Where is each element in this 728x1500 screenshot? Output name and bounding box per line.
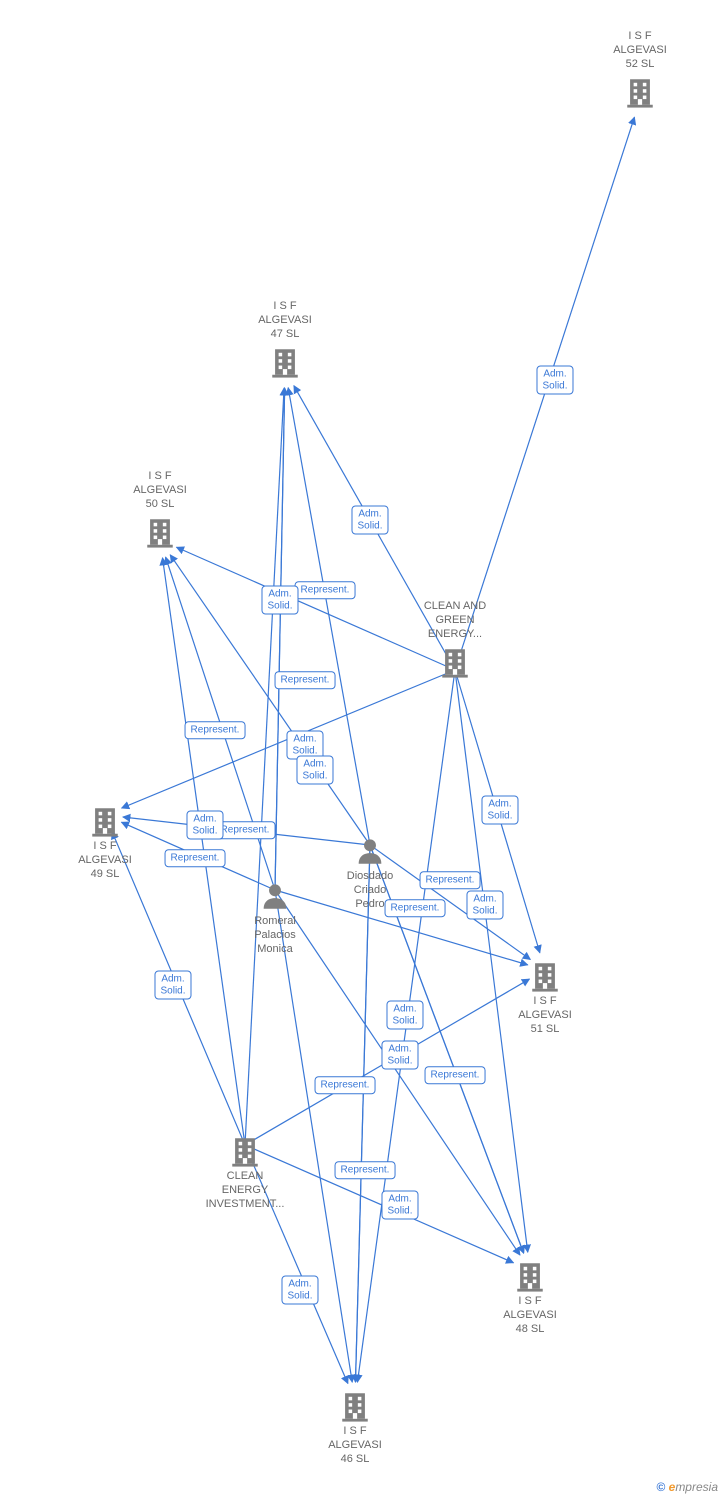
node-isf50[interactable]: I S F ALGEVASI50 SL [105, 470, 215, 549]
node-cgreen[interactable]: CLEAN AND GREENENERGY... [400, 600, 510, 679]
building-icon [528, 959, 562, 993]
node-isf52[interactable]: I S F ALGEVASI52 SL [585, 30, 695, 109]
node-label: CLEAN ENERGYINVESTMENT... [190, 1170, 300, 1211]
edge-label: Represent. [425, 1066, 486, 1084]
edge-label: Represent. [185, 721, 246, 739]
node-romeral[interactable]: Romeral PalaciosMonica [220, 875, 330, 956]
edge-label: Adm.Solid. [281, 1276, 318, 1305]
node-isf48[interactable]: I S F ALGEVASI48 SL [475, 1255, 585, 1336]
node-label: I S F ALGEVASI52 SL [585, 30, 695, 71]
edge-label: Adm.Solid. [261, 586, 298, 615]
edge-label: Adm.Solid. [536, 366, 573, 395]
footer-brand: © empresia [656, 1480, 718, 1494]
building-icon [143, 515, 177, 549]
edge-label: Represent. [295, 581, 356, 599]
edge-label: Adm.Solid. [381, 1041, 418, 1070]
person-icon [258, 879, 292, 913]
edge-label: Adm.Solid. [386, 1001, 423, 1030]
node-cei[interactable]: CLEAN ENERGYINVESTMENT... [190, 1130, 300, 1211]
building-icon [268, 345, 302, 379]
edge-label: Adm.Solid. [481, 796, 518, 825]
edge-label: Represent. [315, 1076, 376, 1094]
edge-label: Adm.Solid. [351, 506, 388, 535]
node-label: CLEAN AND GREENENERGY... [400, 600, 510, 641]
node-isf46[interactable]: I S F ALGEVASI46 SL [300, 1385, 410, 1466]
edge-label: Represent. [420, 871, 481, 889]
edge-label: Adm.Solid. [466, 891, 503, 920]
node-isf49[interactable]: I S F ALGEVASI49 SL [50, 800, 160, 881]
edge-label: Represent. [275, 671, 336, 689]
edge-label: Represent. [385, 899, 446, 917]
edge-label: Adm.Solid. [381, 1191, 418, 1220]
network-canvas [0, 0, 728, 1500]
edge [245, 388, 284, 1145]
edge-label: Represent. [165, 849, 226, 867]
building-icon [228, 1134, 262, 1168]
edge-label: Represent. [215, 821, 276, 839]
node-label: I S F ALGEVASI47 SL [230, 300, 340, 341]
node-label: I S F ALGEVASI46 SL [300, 1425, 410, 1466]
node-label: I S F ALGEVASI49 SL [50, 840, 160, 881]
node-label: I S F ALGEVASI50 SL [105, 470, 215, 511]
building-icon [438, 645, 472, 679]
edge-label: Adm.Solid. [186, 811, 223, 840]
building-icon [623, 75, 657, 109]
node-isf47[interactable]: I S F ALGEVASI47 SL [230, 300, 340, 379]
edge-label: Represent. [335, 1161, 396, 1179]
node-label: I S F ALGEVASI48 SL [475, 1295, 585, 1336]
node-label: Romeral PalaciosMonica [220, 915, 330, 956]
building-icon [88, 804, 122, 838]
edge [355, 845, 370, 1382]
person-icon [353, 834, 387, 868]
node-isf51[interactable]: I S F ALGEVASI51 SL [490, 955, 600, 1036]
building-icon [513, 1259, 547, 1293]
building-icon [338, 1389, 372, 1423]
brand-rest: mpresia [675, 1480, 718, 1494]
node-label: I S F ALGEVASI51 SL [490, 995, 600, 1036]
edge-label: Adm.Solid. [154, 971, 191, 1000]
edge-label: Adm.Solid. [296, 756, 333, 785]
copyright-symbol: © [656, 1480, 665, 1494]
